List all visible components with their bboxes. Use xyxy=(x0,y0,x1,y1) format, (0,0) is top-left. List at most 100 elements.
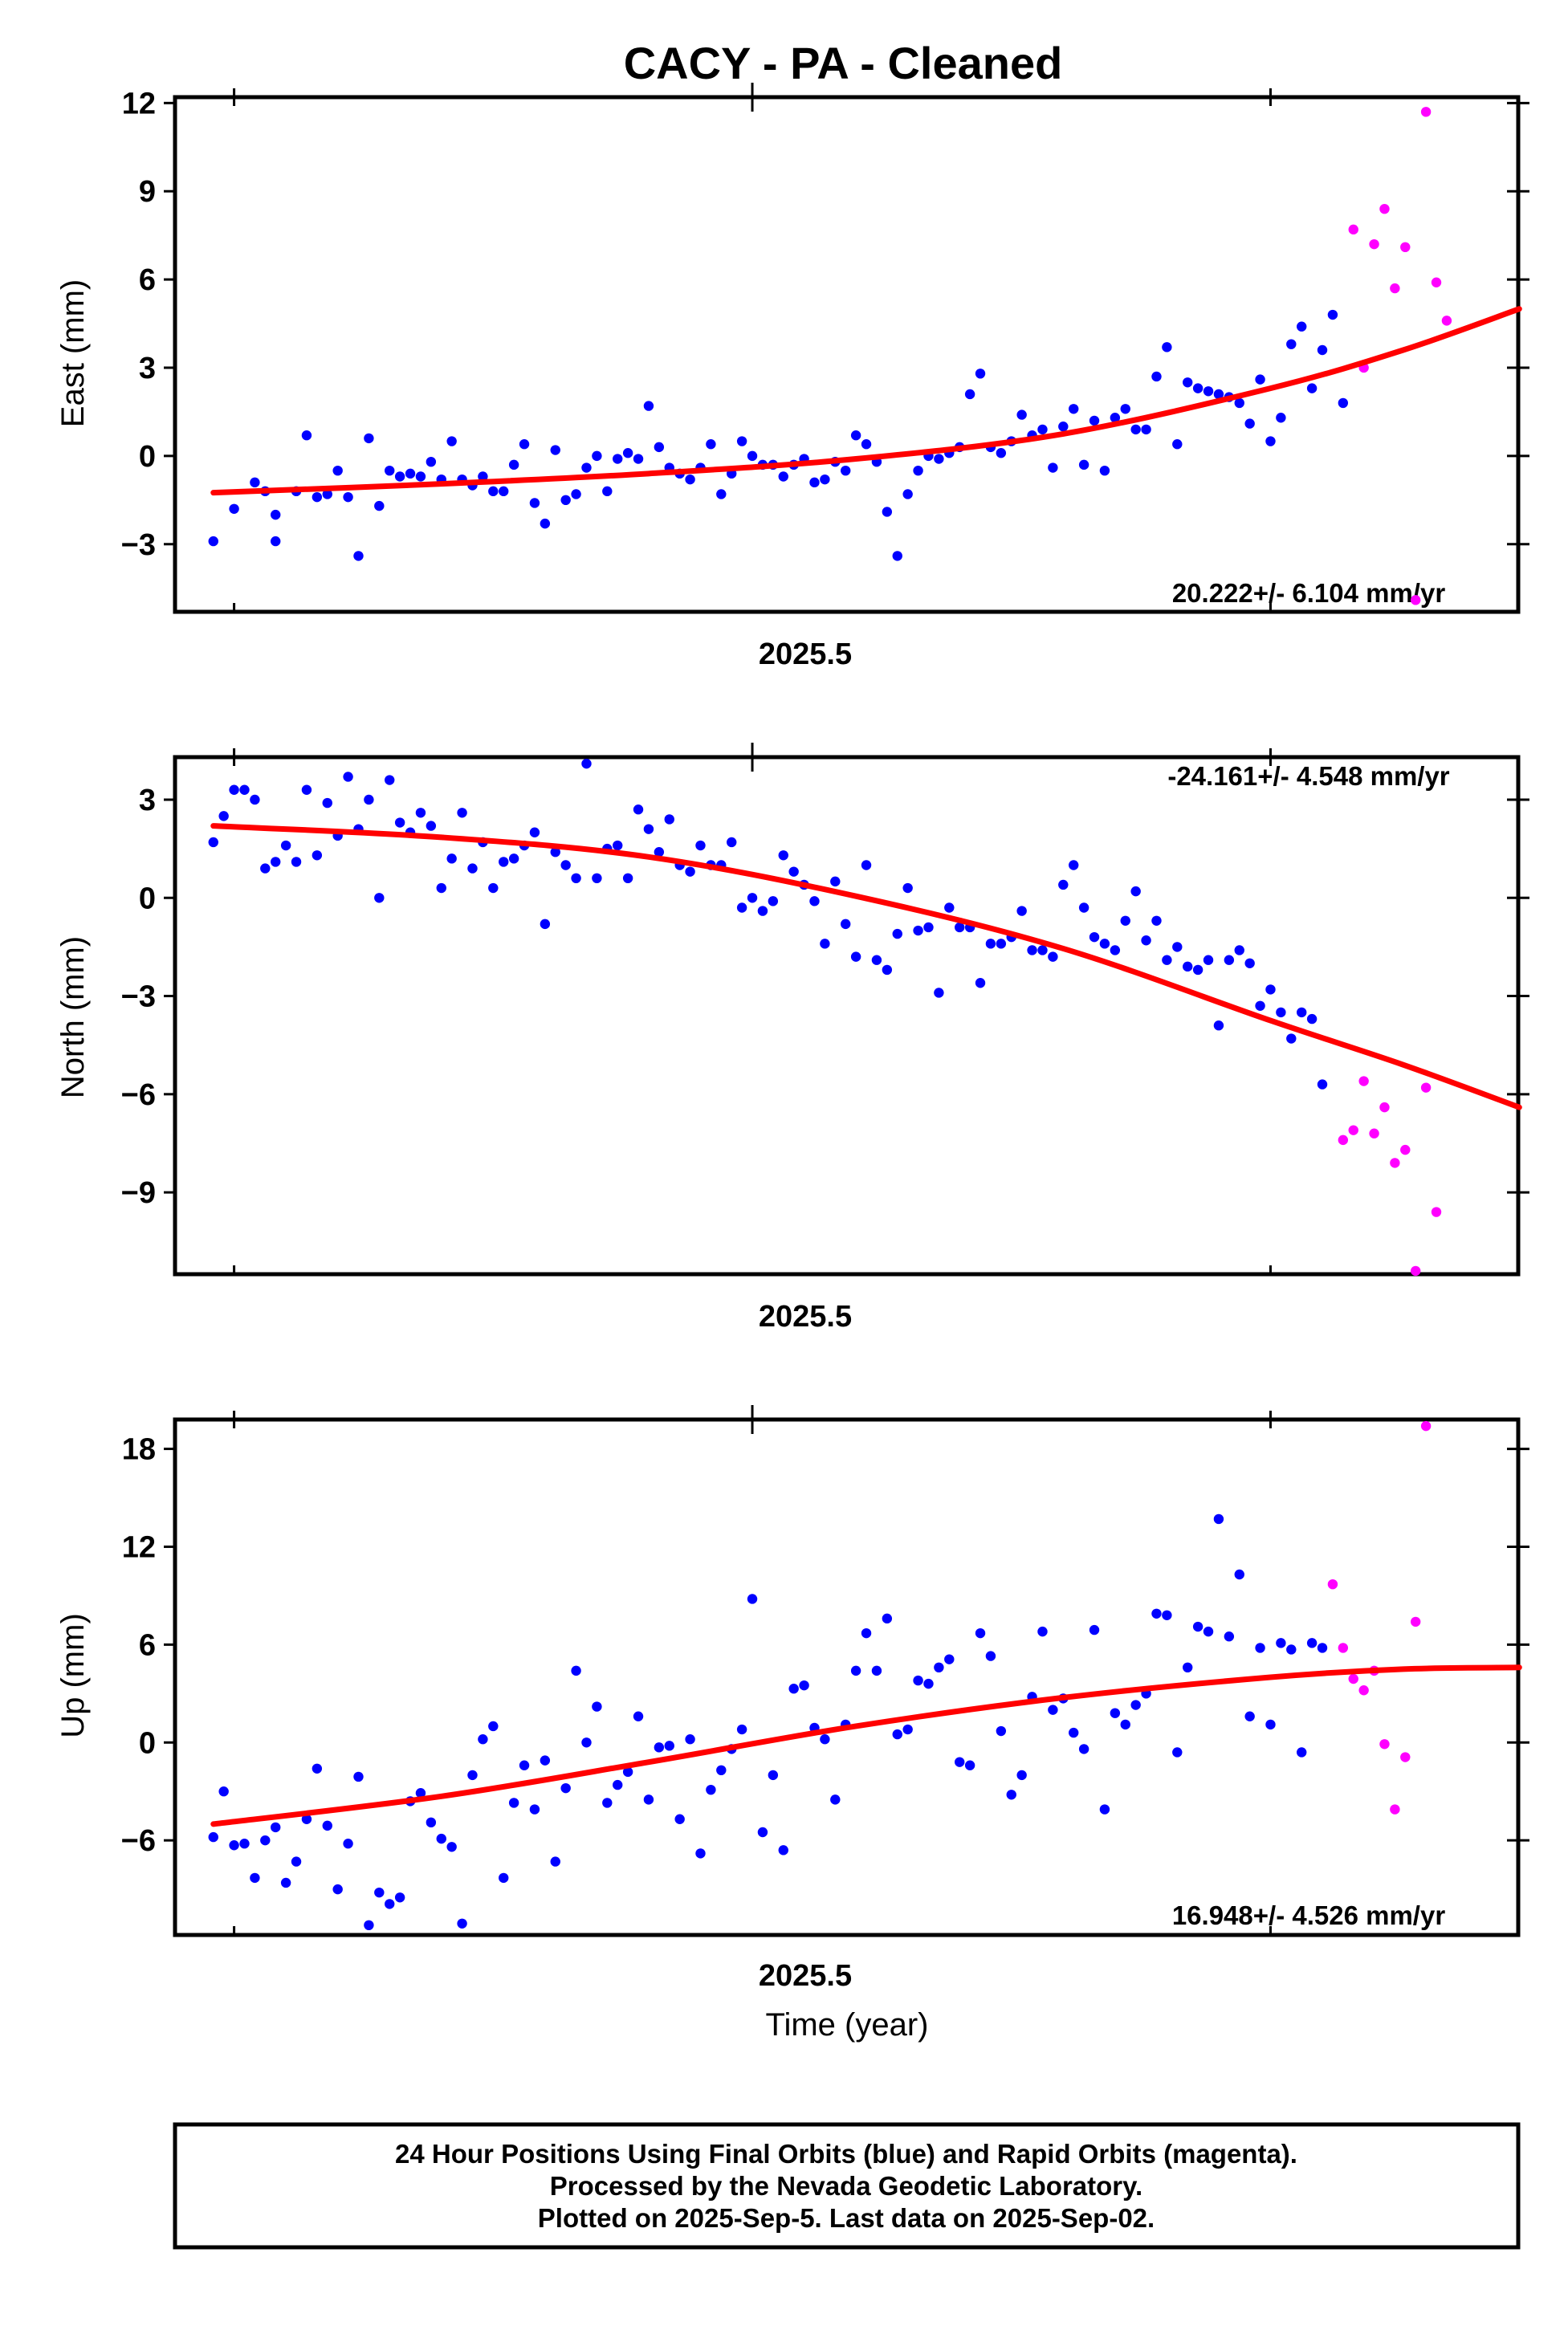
up-final-orbit-point xyxy=(736,1724,747,1735)
north-final-orbit-point xyxy=(208,837,218,848)
north-final-orbit-point xyxy=(457,808,467,818)
legend-note-line-3: Plotted on 2025-Sep-5. Last data on 2025… xyxy=(538,2203,1155,2233)
north-rapid-orbit-point xyxy=(1338,1134,1349,1146)
up-final-orbit-point xyxy=(1162,1610,1172,1620)
east-final-orbit-point xyxy=(602,486,613,497)
north-final-orbit-point xyxy=(229,784,239,795)
east-final-orbit-point xyxy=(1162,342,1172,352)
north-final-orbit-point xyxy=(550,847,560,857)
up-final-orbit-point xyxy=(426,1817,437,1828)
north-rapid-orbit-point xyxy=(1348,1125,1358,1135)
north-final-orbit-point xyxy=(1120,915,1130,926)
legend-note-line-1: 24 Hour Positions Using Final Orbits (bl… xyxy=(395,2139,1297,2169)
up-final-orbit-point xyxy=(560,1782,571,1794)
east-final-orbit-point xyxy=(592,450,602,462)
up-final-orbit-point xyxy=(633,1711,644,1721)
up-final-orbit-point xyxy=(1099,1804,1110,1815)
north-final-orbit-point xyxy=(1027,945,1037,955)
east-final-orbit-point xyxy=(560,495,571,506)
north-final-orbit-point xyxy=(850,951,861,962)
east-final-orbit-point xyxy=(353,551,364,561)
east-fit-curve xyxy=(210,306,1522,496)
east-final-orbit-point xyxy=(488,486,499,497)
north-final-orbit-point xyxy=(1162,955,1172,965)
north-final-orbit-point xyxy=(1224,955,1235,965)
up-final-orbit-point xyxy=(519,1760,530,1770)
east-final-orbit-point xyxy=(394,471,405,482)
north-final-orbit-point xyxy=(757,906,768,916)
east-final-orbit-point xyxy=(633,454,644,464)
east-plot-frame xyxy=(173,95,1521,614)
up-final-orbit-point xyxy=(457,1918,467,1929)
up-final-orbit-point xyxy=(955,1757,965,1767)
east-final-orbit-point xyxy=(820,474,830,485)
north-final-orbit-point xyxy=(727,837,737,848)
x-axis-label: Time (year) xyxy=(766,2007,929,2043)
north-final-orbit-point xyxy=(955,922,965,933)
legend-note-box: 24 Hour Positions Using Final Orbits (bl… xyxy=(173,2122,1521,2250)
up-final-orbit-point xyxy=(830,1794,841,1805)
east-final-orbit-point xyxy=(271,509,281,520)
up-final-orbit-point xyxy=(799,1680,809,1691)
up-final-orbit-point xyxy=(301,1814,312,1824)
east-final-orbit-point xyxy=(778,471,788,482)
east-final-orbit-point xyxy=(529,498,540,508)
east-final-orbit-point xyxy=(1069,404,1079,414)
east-final-orbit-point xyxy=(747,450,758,462)
up-y-tick-label: 12 xyxy=(122,1530,156,1564)
east-final-orbit-point xyxy=(850,430,861,441)
east-rapid-orbit-point xyxy=(1390,283,1400,294)
east-final-orbit-point xyxy=(1192,383,1203,393)
up-final-orbit-point xyxy=(394,1892,405,1903)
east-final-orbit-point xyxy=(1317,344,1328,356)
up-final-orbit-point xyxy=(446,1842,457,1852)
up-final-orbit-point xyxy=(1130,1700,1141,1710)
up-final-orbit-point xyxy=(1110,1708,1121,1718)
north-final-orbit-point xyxy=(1192,964,1203,976)
east-final-orbit-point xyxy=(1110,413,1121,423)
north-y-tick-label: −9 xyxy=(121,1176,156,1210)
north-final-orbit-point xyxy=(385,775,395,785)
north-final-orbit-point xyxy=(913,925,923,936)
up-final-orbit-point xyxy=(239,1839,250,1849)
up-final-orbit-point xyxy=(716,1765,727,1776)
east-final-orbit-point xyxy=(654,442,665,453)
east-final-orbit-point xyxy=(322,489,332,499)
north-rapid-orbit-point xyxy=(1379,1102,1390,1113)
up-y-tick-label: −6 xyxy=(121,1824,156,1858)
up-final-orbit-point xyxy=(768,1770,779,1781)
up-final-orbit-point xyxy=(250,1872,260,1884)
north-final-orbit-point xyxy=(540,919,551,930)
east-final-orbit-point xyxy=(613,454,623,464)
east-final-orbit-point xyxy=(1016,409,1027,420)
up-final-orbit-point xyxy=(985,1651,996,1661)
up-final-orbit-point xyxy=(996,1725,1007,1737)
up-final-orbit-point xyxy=(499,1872,509,1884)
east-final-orbit-point xyxy=(716,489,727,499)
up-final-orbit-point xyxy=(1016,1770,1027,1781)
north-final-orbit-point xyxy=(426,821,437,831)
north-final-orbit-point xyxy=(1069,860,1079,870)
east-final-orbit-point xyxy=(1297,321,1307,332)
up-final-orbit-point xyxy=(892,1729,902,1740)
east-final-orbit-point xyxy=(882,507,893,517)
north-final-orbit-point xyxy=(1306,1013,1318,1024)
north-final-orbit-point xyxy=(975,978,986,988)
north-final-orbit-point xyxy=(1244,958,1255,968)
up-final-orbit-point xyxy=(550,1856,560,1867)
north-final-orbit-point xyxy=(778,850,788,861)
up-rapid-orbit-point xyxy=(1390,1804,1400,1815)
north-final-orbit-point xyxy=(581,758,592,769)
east-final-orbit-point xyxy=(736,436,747,446)
north-final-orbit-point xyxy=(1058,879,1069,890)
up-rapid-orbit-point xyxy=(1400,1752,1411,1762)
up-final-orbit-point xyxy=(208,1831,218,1843)
up-final-orbit-point xyxy=(364,1920,374,1931)
up-final-orbit-point xyxy=(508,1798,519,1808)
up-final-orbit-point xyxy=(1306,1638,1318,1648)
east-rapid-orbit-point xyxy=(1411,595,1421,605)
north-rapid-orbit-point xyxy=(1358,1076,1369,1086)
north-final-orbit-point xyxy=(529,827,540,837)
north-final-orbit-point xyxy=(343,772,353,782)
north-final-orbit-point xyxy=(364,794,374,805)
